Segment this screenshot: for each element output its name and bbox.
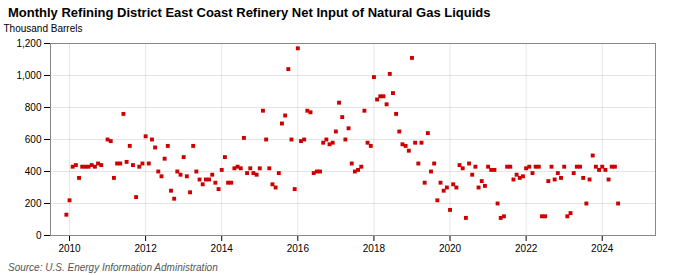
svg-text:1,000: 1,000	[16, 70, 41, 81]
svg-text:2018: 2018	[363, 243, 386, 254]
svg-text:2014: 2014	[211, 243, 234, 254]
svg-text:400: 400	[25, 166, 42, 177]
svg-text:800: 800	[25, 102, 42, 113]
svg-text:0: 0	[36, 230, 42, 241]
html-text:Source: U.S. Energy Informatio: Source: U.S. Energy Information Administ…	[8, 262, 218, 273]
svg-text:2020: 2020	[439, 243, 462, 254]
svg-text:2016: 2016	[287, 243, 310, 254]
svg-text:200: 200	[25, 198, 42, 209]
svg-text:Thousand Barrels: Thousand Barrels	[4, 23, 83, 34]
svg-text:2010: 2010	[58, 243, 81, 254]
svg-text:2024: 2024	[591, 243, 614, 254]
svg-text:1,200: 1,200	[16, 38, 41, 49]
svg-text:600: 600	[25, 134, 42, 145]
svg-text:2022: 2022	[515, 243, 538, 254]
svg-text:2012: 2012	[135, 243, 158, 254]
html-text:Monthly Refining District East: Monthly Refining District East Coast Ref…	[8, 5, 491, 20]
